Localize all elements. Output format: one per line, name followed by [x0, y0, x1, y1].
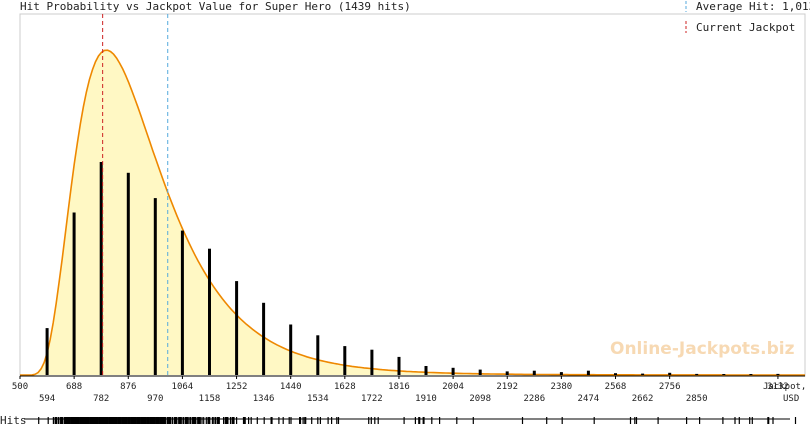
- x-tick-label: 782: [93, 394, 109, 404]
- x-tick-label: 876: [120, 382, 136, 392]
- x-tick-label: 1252: [226, 382, 248, 392]
- x-tick-label: 1628: [334, 382, 356, 392]
- x-tick-label: 1910: [415, 394, 437, 404]
- hits-strip: [24, 417, 797, 424]
- hit-bar: [424, 366, 428, 375]
- hit-bar: [235, 281, 239, 375]
- hit-bar: [776, 373, 780, 375]
- x-tick-label: 2380: [551, 382, 573, 392]
- hit-bar: [72, 212, 76, 375]
- legend-average-label: Average Hit: 1,013: [696, 0, 810, 13]
- hit-bar: [316, 335, 320, 375]
- hit-bar: [451, 367, 455, 375]
- x-tick-label: 2568: [605, 382, 627, 392]
- watermark-text: Online-Jackpots.biz: [610, 339, 795, 359]
- x-tick-label: 500: [12, 382, 28, 392]
- hit-bars: [45, 162, 780, 375]
- x-tick-label: 2662: [632, 394, 654, 404]
- probability-area-fill: [20, 50, 805, 375]
- probability-area: [20, 49, 805, 376]
- x-axis-label: Jackpot,: [763, 382, 806, 392]
- hits-label: Hits: [0, 414, 27, 425]
- hit-bar: [749, 374, 753, 375]
- hit-bar: [45, 328, 49, 375]
- hit-bar: [641, 373, 645, 375]
- probability-curve: [20, 49, 805, 376]
- x-tick-label: 2004: [442, 382, 464, 392]
- x-tick-label: 2756: [659, 382, 681, 392]
- x-tick-label: 1534: [307, 394, 329, 404]
- x-tick-label: 1158: [199, 394, 221, 404]
- hit-bar: [180, 230, 184, 375]
- legend-current-label: Current Jackpot: [696, 21, 795, 34]
- x-tick-label: 2286: [523, 394, 545, 404]
- hit-bar: [695, 373, 699, 375]
- x-tick-label: 970: [147, 394, 163, 404]
- hit-bar: [478, 369, 482, 375]
- x-tick-label: 3132: [767, 382, 789, 392]
- hit-bar: [532, 370, 536, 375]
- x-axis-label-unit: USD: [783, 394, 799, 404]
- x-tick-label: 688: [66, 382, 82, 392]
- x-tick-label: 1816: [388, 382, 410, 392]
- hit-bar: [289, 324, 293, 375]
- hit-bar: [99, 162, 103, 375]
- x-tick-label: 1440: [280, 382, 302, 392]
- legend: Average Hit: 1,013 Current Jackpot: [685, 0, 810, 34]
- x-tick-label: 1346: [253, 394, 275, 404]
- hit-bar: [586, 370, 590, 375]
- hit-bar: [126, 172, 130, 375]
- hit-bar: [208, 248, 211, 375]
- x-tick-label: 1064: [172, 382, 194, 392]
- hit-bar: [343, 346, 347, 375]
- chart-title: Hit Probability vs Jackpot Value for Sup…: [20, 0, 411, 13]
- hit-bar: [262, 302, 266, 375]
- hit-bar: [397, 356, 401, 375]
- x-tick-label: 2474: [578, 394, 600, 404]
- hit-bar: [668, 372, 672, 375]
- x-tick-labels: 500 688 876 1064 1252 1440 1628 1816 2004 2192 238…: [12, 376, 789, 404]
- hit-bar: [614, 373, 617, 375]
- x-tick-label: 2098: [469, 394, 491, 404]
- hit-bar: [370, 349, 374, 375]
- x-tick-label: 1722: [361, 394, 383, 404]
- x-tick-label: 594: [39, 394, 55, 404]
- x-tick-label: 2850: [686, 394, 708, 404]
- hit-bar: [505, 371, 509, 375]
- x-tick-label: 2192: [496, 382, 518, 392]
- hit-bar: [722, 374, 726, 375]
- hit-bar: [153, 198, 157, 375]
- hit-bar: [559, 372, 563, 375]
